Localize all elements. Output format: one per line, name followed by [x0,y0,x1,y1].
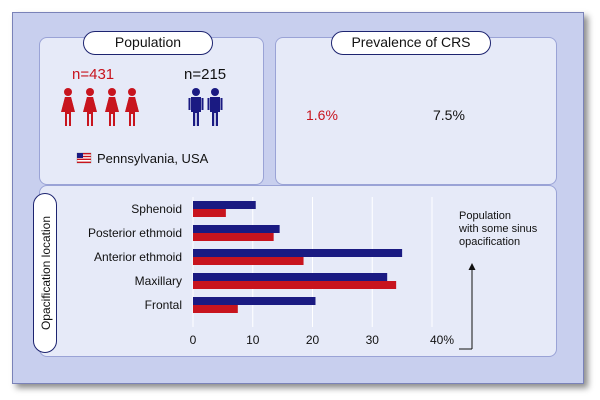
x-tick-label: 30 [366,333,380,347]
female-prevalence-label: 1.6% [306,107,338,123]
bar-female [193,257,304,265]
annotation-arrow [459,263,476,350]
category-label: Frontal [145,298,182,312]
bar-male [193,273,388,281]
category-label: Anterior ethmoid [94,250,182,264]
bar-female [193,209,226,217]
annotation-text: Population with some sinus opacification [458,210,540,248]
infographic-frame: Population n=431 n=215 [12,12,584,384]
prevalence-title: Prevalence of CRS [331,31,491,55]
bar-male [193,297,316,305]
x-tick-label: 20 [306,333,320,347]
x-tick-label: 40% [430,333,454,347]
bar-female [193,305,238,313]
us-flag-icon [76,152,92,164]
x-tick-label: 0 [190,333,197,347]
category-label: Posterior ethmoid [88,226,182,240]
female-count: n=431 [72,66,115,83]
bar-female [193,233,274,241]
bar-male [193,225,280,233]
bar-male [193,249,403,257]
population-panel [39,37,264,185]
opacification-panel [39,185,557,357]
prevalence-panel [275,37,557,185]
chart-ylabel-pill [33,193,57,353]
location-label: Pennsylvania, USA [97,151,209,166]
population-title: Population [83,31,213,55]
opacification-chart: Opacification location Sphenoid Posterior… [39,197,540,350]
x-tick-label: 10 [246,333,260,347]
male-count: n=215 [184,66,227,83]
bar-male [193,201,256,209]
category-label: Maxillary [135,274,182,288]
male-prevalence-label: 7.5% [433,107,465,123]
category-label: Sphenoid [131,202,182,216]
chart-ylabel: Opacification location [39,216,53,330]
bar-female [193,281,397,289]
